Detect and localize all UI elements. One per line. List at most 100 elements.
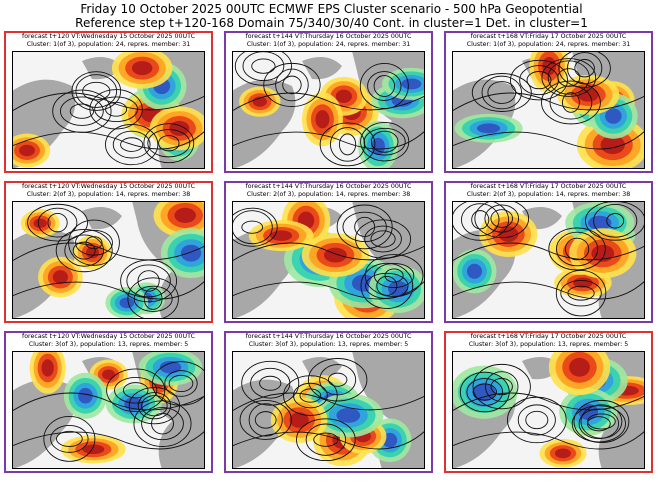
contour <box>122 382 149 399</box>
panel-caption: forecast t+168 VT:Friday 17 October 2025… <box>470 333 627 340</box>
contour <box>484 371 519 402</box>
map-body <box>452 201 645 319</box>
forecast-panel: forecast t+168 VT:Friday 17 October 2025… <box>444 331 653 473</box>
contour <box>452 242 645 262</box>
contour <box>452 280 645 300</box>
contour <box>137 270 160 292</box>
anomaly <box>315 110 330 129</box>
contour <box>510 59 568 101</box>
panel-caption: forecast t+144 VT:Thursday 16 October 20… <box>245 33 412 40</box>
subtitle: Reference step t+120-168 Domain 75/340/3… <box>75 16 588 30</box>
map-frame <box>232 51 425 169</box>
contour <box>72 241 96 260</box>
contour <box>360 122 410 162</box>
contour <box>562 92 580 113</box>
map-frame <box>452 351 645 469</box>
map <box>12 51 205 169</box>
anomaly <box>270 230 293 241</box>
contour <box>573 399 630 444</box>
contour <box>547 60 590 95</box>
contour <box>55 228 113 273</box>
contour <box>12 392 205 412</box>
land <box>232 229 296 319</box>
contour <box>452 430 645 450</box>
land <box>232 379 296 469</box>
contour <box>250 367 291 399</box>
anomaly <box>19 144 35 157</box>
anomaly <box>41 359 54 377</box>
contour <box>481 75 523 110</box>
map <box>452 351 645 469</box>
contour <box>336 204 393 250</box>
contour <box>12 130 205 150</box>
panel-caption: forecast t+120 VT:Wednesday 15 October 2… <box>21 333 195 340</box>
contour <box>564 237 590 261</box>
contour <box>586 416 611 432</box>
contour <box>106 368 166 413</box>
contour <box>541 80 601 125</box>
contour <box>580 404 623 439</box>
forecast-panel: forecast t+120 VT:Wednesday 15 October 2… <box>4 31 213 173</box>
contour <box>364 225 402 253</box>
contour <box>370 130 399 153</box>
anomaly <box>180 244 202 262</box>
contour <box>296 418 356 462</box>
title: Friday 10 October 2025 00UTC ECMWF EPS C… <box>80 2 583 16</box>
contour <box>355 219 412 259</box>
forecast-panel: forecast t+144 VT:Thursday 16 October 20… <box>224 331 433 473</box>
anomaly <box>174 207 196 224</box>
contour <box>232 130 425 150</box>
contour <box>305 423 347 456</box>
anomaly <box>605 108 622 124</box>
contour <box>555 231 599 267</box>
contour <box>517 404 556 436</box>
contour <box>12 242 205 262</box>
contour <box>354 216 376 237</box>
contour <box>47 212 68 233</box>
contour <box>59 96 104 126</box>
contour <box>452 201 510 241</box>
contour <box>338 133 357 156</box>
contour <box>232 207 278 247</box>
panel-caption: Cluster: 1(of 3), population: 24, repres… <box>26 41 191 48</box>
anomaly <box>131 61 153 76</box>
map-body <box>232 201 425 319</box>
map <box>232 351 425 469</box>
panel-caption: forecast t+144 VT:Thursday 16 October 20… <box>245 333 412 340</box>
contour <box>239 399 292 440</box>
anomaly <box>600 135 625 155</box>
panel-caption: forecast t+120 VT:Wednesday 15 October 2… <box>21 183 195 190</box>
contour <box>50 424 89 453</box>
map <box>452 201 645 319</box>
anomaly <box>323 247 347 263</box>
contour <box>526 71 552 90</box>
contour <box>373 75 396 97</box>
contour <box>82 81 111 101</box>
panel-caption: Cluster: 3(of 3), population: 13, repres… <box>28 341 189 348</box>
panel-caption: forecast t+120 VT:Wednesday 15 October 2… <box>21 33 195 40</box>
panel-caption: Cluster: 2(of 3), population: 14, repres… <box>26 191 191 198</box>
contour <box>147 129 191 158</box>
contour <box>578 408 620 440</box>
contour <box>574 59 595 78</box>
contour <box>487 81 517 104</box>
panel-caption: forecast t+168 VT:Friday 17 October 2025… <box>470 183 627 190</box>
contour <box>141 395 168 417</box>
contour <box>329 127 366 162</box>
contour <box>27 203 88 242</box>
map <box>232 201 425 319</box>
contour <box>460 203 500 237</box>
contour <box>105 101 128 117</box>
contour <box>370 230 396 248</box>
anomaly <box>466 263 482 279</box>
contour <box>471 73 532 112</box>
contour <box>254 411 277 429</box>
contour <box>114 376 158 404</box>
contour <box>459 371 510 413</box>
contour <box>549 85 593 120</box>
anomaly <box>82 444 105 455</box>
contour <box>541 58 597 97</box>
anomaly <box>588 215 612 231</box>
contour <box>241 360 300 406</box>
contour <box>472 383 497 401</box>
